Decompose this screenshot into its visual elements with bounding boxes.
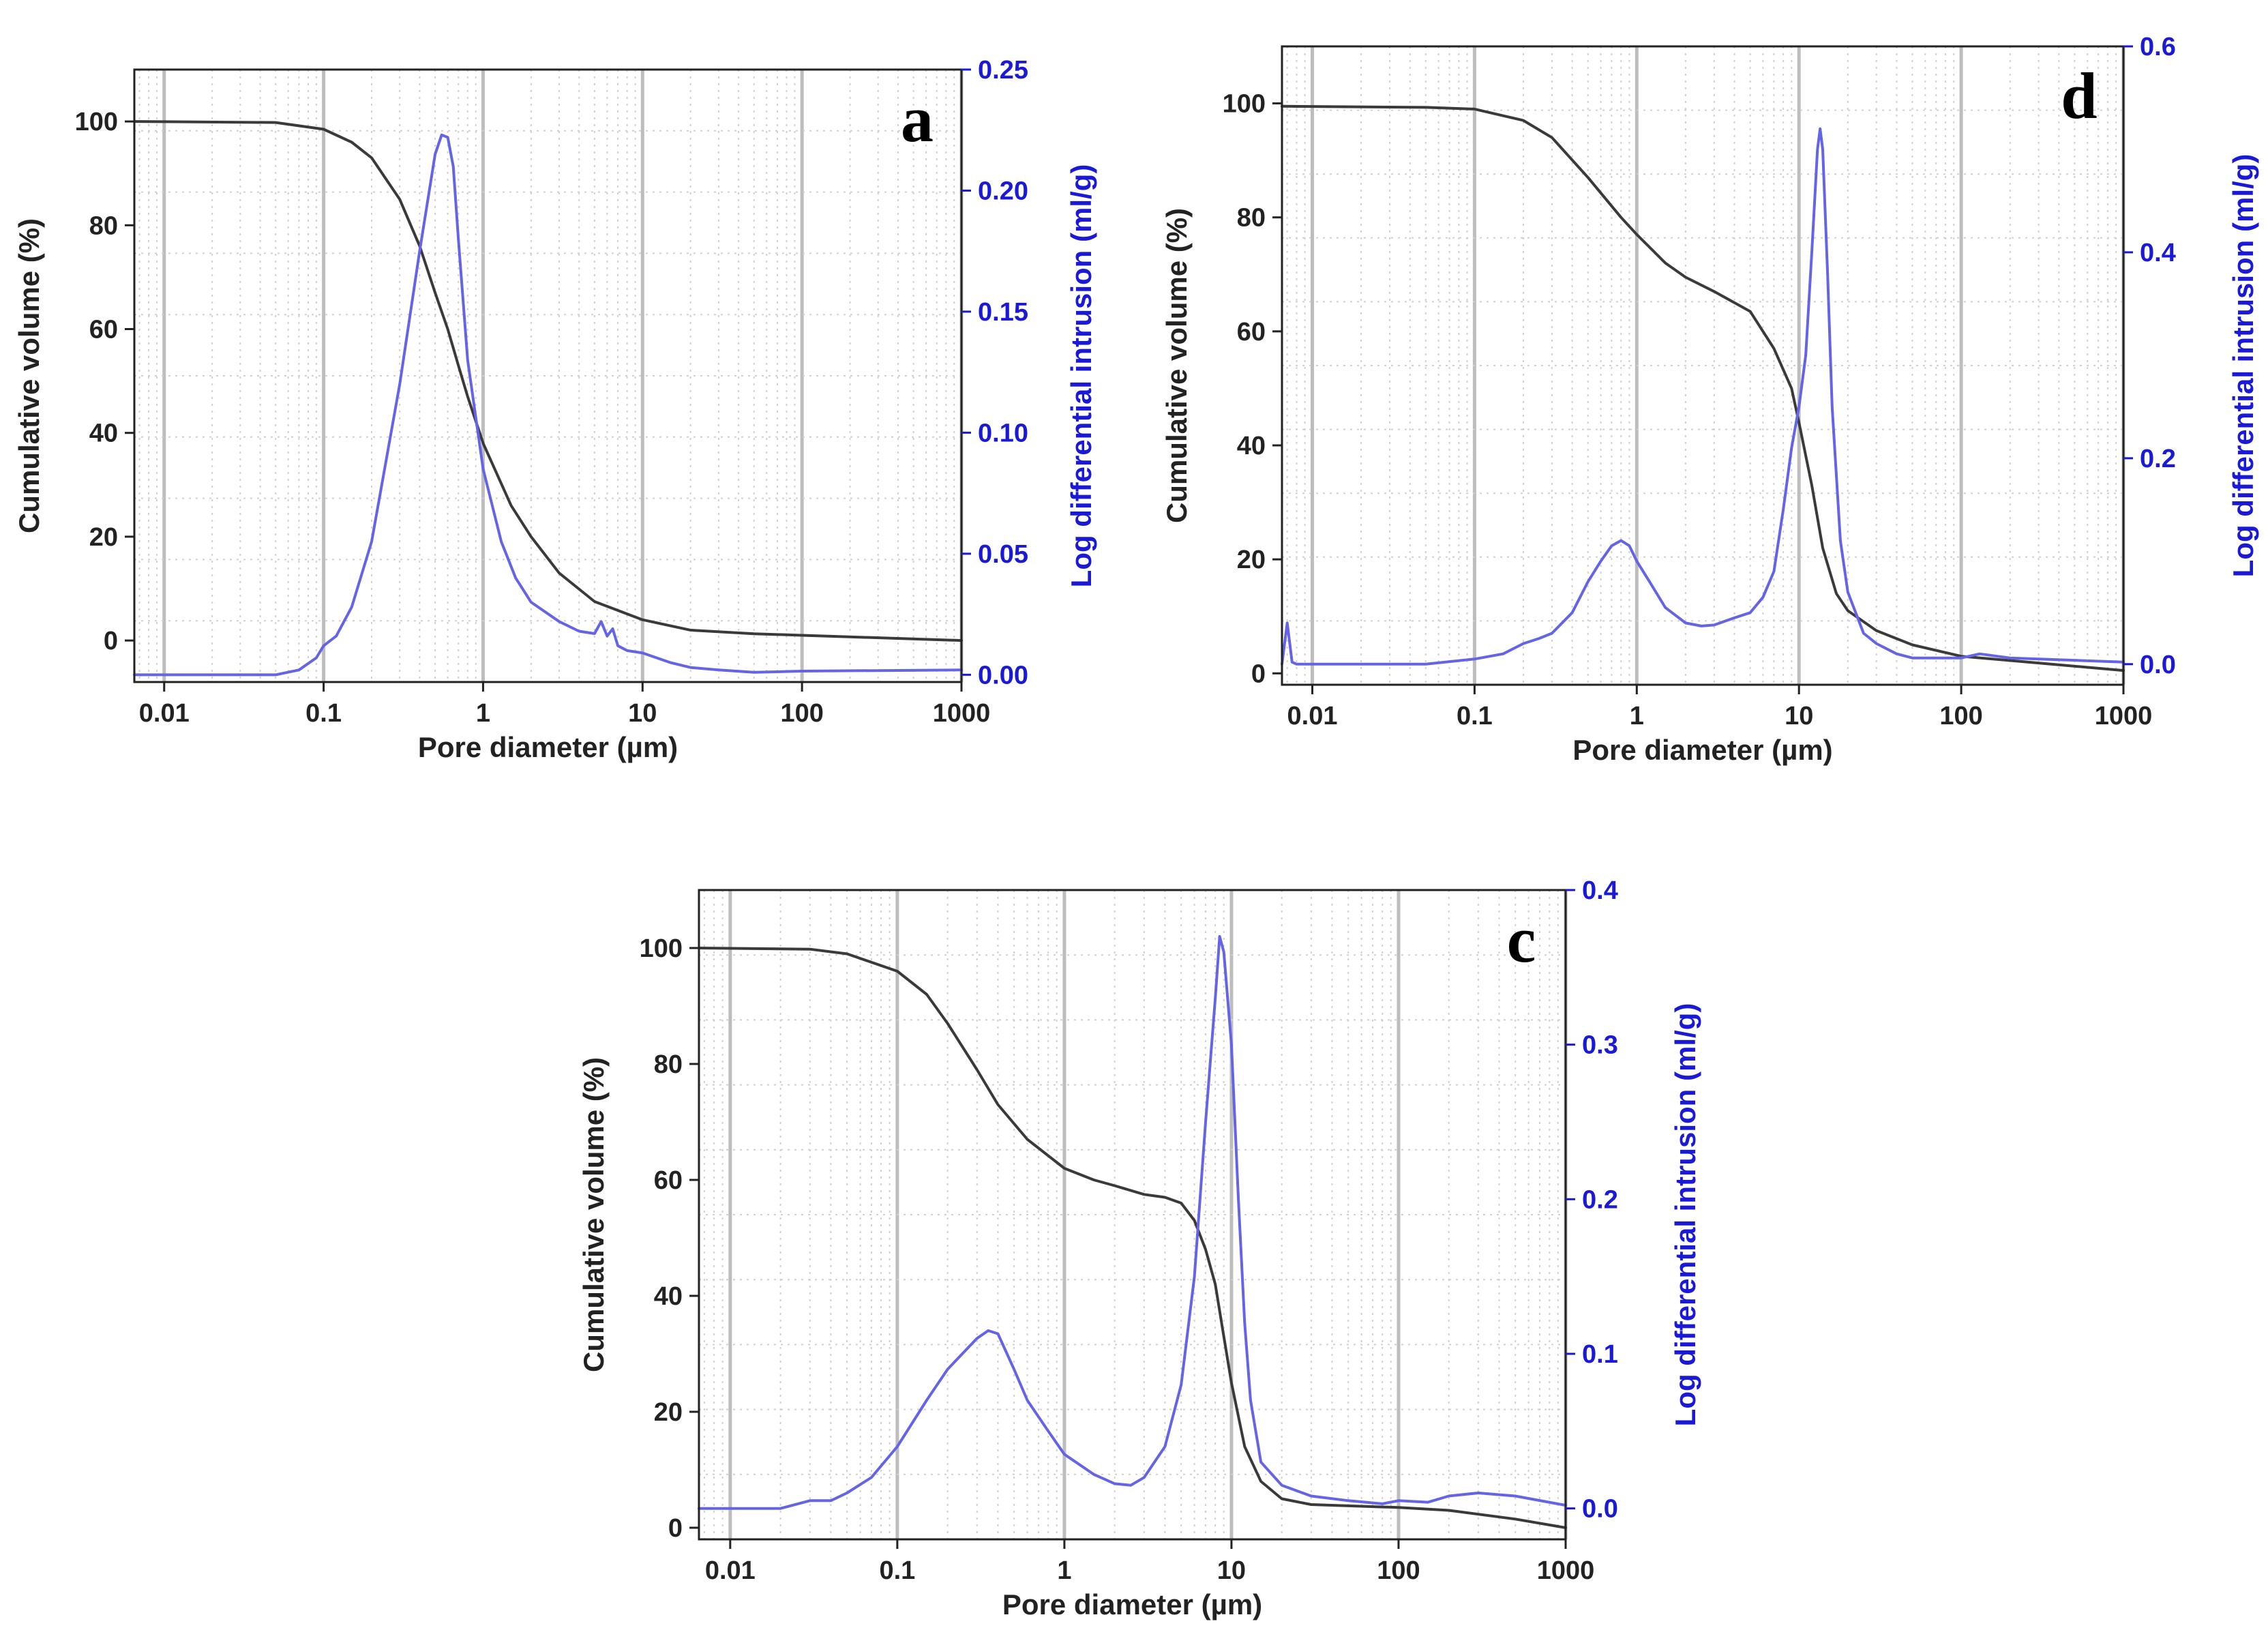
x-tick-label: 0.1 bbox=[1457, 702, 1493, 730]
y-tick-label: 100 bbox=[75, 108, 118, 136]
x-axis-title: Pore diameter (µm) bbox=[1572, 734, 1832, 766]
y2-tick-label: 0.25 bbox=[978, 56, 1028, 85]
y-tick-label: 80 bbox=[654, 1050, 683, 1079]
plot-frame bbox=[698, 889, 1567, 1541]
y-tick-label: 40 bbox=[89, 419, 118, 448]
y2-tick-label: 0.1 bbox=[1582, 1340, 1618, 1369]
y-tick-label: 0 bbox=[668, 1514, 683, 1543]
y-axis-title: Cumulative volume (%) bbox=[1161, 208, 1193, 523]
y-tick-label: 80 bbox=[89, 211, 118, 240]
plot-frame bbox=[1281, 45, 2125, 686]
y2-tick-label: 0.4 bbox=[1582, 876, 1618, 905]
x-tick-label: 1 bbox=[1630, 702, 1644, 730]
y-tick-label: 40 bbox=[654, 1282, 683, 1311]
y2-tick-label: 0.15 bbox=[978, 298, 1028, 327]
y2-tick-label: 0.3 bbox=[1582, 1031, 1618, 1060]
series-log-differential-intrusion-line bbox=[698, 935, 1567, 1510]
y2-tick-label: 0.10 bbox=[978, 419, 1028, 447]
y2-tick-label: 0.2 bbox=[2140, 445, 2176, 473]
y-tick-label: 20 bbox=[1237, 546, 1266, 574]
x-tick-label: 100 bbox=[1377, 1556, 1420, 1585]
x-tick-label: 1000 bbox=[2095, 702, 2153, 730]
x-tick-label: 0.01 bbox=[1287, 702, 1338, 730]
x-tick-label: 10 bbox=[628, 699, 657, 728]
grid-d bbox=[1282, 46, 2125, 685]
y-tick-label: 100 bbox=[1223, 90, 1266, 119]
series-cumulative-volume-line bbox=[698, 947, 1567, 1529]
y2-tick-label: 0.6 bbox=[2140, 33, 2176, 61]
x-tick-label: 0.1 bbox=[305, 699, 342, 728]
panel-letter: d bbox=[2061, 59, 2097, 132]
x-tick-label: 10 bbox=[1217, 1556, 1246, 1585]
y2-tick-label: 0.4 bbox=[2140, 239, 2176, 267]
grid-c bbox=[699, 890, 1568, 1539]
y-tick-label: 0 bbox=[1251, 660, 1266, 688]
y2-tick-label: 0.0 bbox=[2140, 651, 2176, 679]
series-cumulative-volume-line bbox=[1281, 104, 2125, 672]
y-tick-label: 60 bbox=[654, 1166, 683, 1195]
y-tick-label: 80 bbox=[1237, 204, 1266, 233]
y2-axis-title: Log differential intrusion (ml/g) bbox=[1669, 1003, 1701, 1427]
chart-panel-a: 0.01 0.1 1 10 100 1000 0 20 40 60 80 100 0.00 0.05 0.1… bbox=[13, 56, 1097, 763]
x-axis-title: Pore diameter (µm) bbox=[1002, 1588, 1262, 1620]
x-tick-label: 10 bbox=[1785, 702, 1813, 730]
y2-tick-label: 0.05 bbox=[978, 540, 1028, 569]
series-log-differential-intrusion-line bbox=[133, 133, 963, 677]
y2-axis-title: Log differential intrusion (ml/g) bbox=[1065, 164, 1097, 588]
grid-a bbox=[134, 70, 964, 682]
x-tick-label: 0.1 bbox=[879, 1556, 915, 1585]
y2-tick-label: 0.00 bbox=[978, 661, 1028, 690]
x-tick-label: 1 bbox=[476, 699, 490, 728]
y-axis-title: Cumulative volume (%) bbox=[13, 218, 45, 533]
series-log-differential-intrusion-line bbox=[1281, 127, 2125, 666]
y-tick-label: 60 bbox=[1237, 318, 1266, 346]
y-tick-label: 40 bbox=[1237, 432, 1266, 460]
x-tick-label: 0.01 bbox=[139, 699, 190, 728]
x-tick-label: 1000 bbox=[933, 699, 991, 728]
y2-tick-label: 0.0 bbox=[1582, 1495, 1618, 1524]
plot-frame bbox=[133, 68, 963, 683]
series-cumulative-volume-line bbox=[133, 120, 963, 642]
y-tick-label: 100 bbox=[640, 934, 683, 963]
x-tick-label: 100 bbox=[1939, 702, 1982, 730]
y2-axis-title: Log differential intrusion (ml/g) bbox=[2227, 154, 2259, 578]
x-tick-label: 100 bbox=[780, 699, 823, 728]
chart-panel-c: 0.01 0.1 1 10 100 1000 0 20 40 60 80 100 0.0 0.1 0.2 0.… bbox=[578, 876, 1701, 1620]
x-tick-label: 0.01 bbox=[705, 1556, 756, 1585]
y2-tick-label: 0.20 bbox=[978, 177, 1028, 205]
chart-panel-d: 0.01 0.1 1 10 100 1000 0 20 40 60 80 100 0.0 0.2 0.4 0.… bbox=[1161, 33, 2259, 766]
y-tick-label: 60 bbox=[89, 316, 118, 344]
panel-letter: a bbox=[901, 83, 934, 156]
y-tick-label: 20 bbox=[654, 1398, 683, 1427]
x-tick-label: 1 bbox=[1057, 1556, 1071, 1585]
y-tick-label: 20 bbox=[89, 523, 118, 552]
y-axis-title: Cumulative volume (%) bbox=[578, 1057, 610, 1372]
y-tick-label: 0 bbox=[104, 627, 118, 655]
x-tick-label: 1000 bbox=[1537, 1556, 1595, 1585]
y2-tick-label: 0.2 bbox=[1582, 1185, 1618, 1214]
panel-letter: c bbox=[1507, 903, 1536, 976]
x-axis-title: Pore diameter (µm) bbox=[418, 731, 678, 763]
